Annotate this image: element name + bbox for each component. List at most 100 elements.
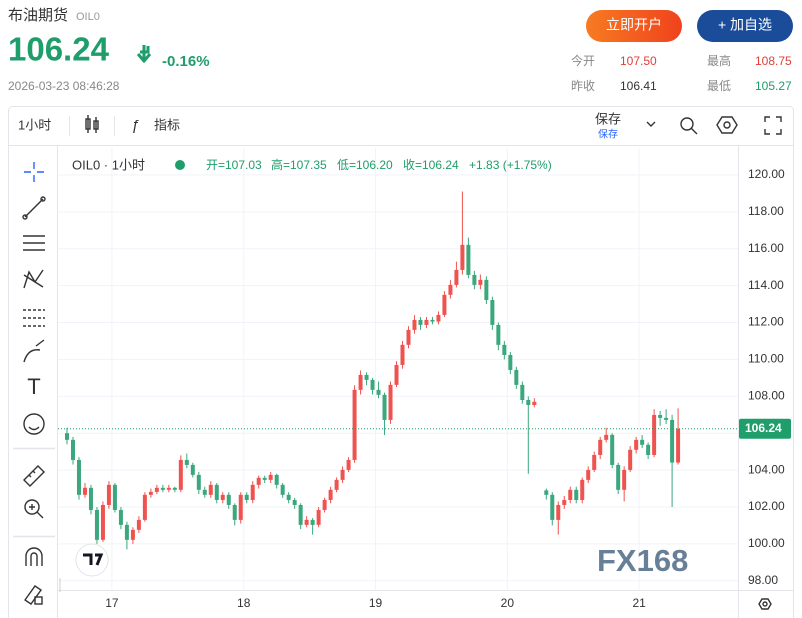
candle-body [262, 477, 267, 480]
open-account-button[interactable]: 立即开户 [586, 10, 682, 42]
candle-body [274, 474, 279, 485]
price: 106.24 [8, 31, 110, 68]
alert-icon[interactable] [680, 117, 698, 135]
watermark: FX168 [597, 543, 688, 578]
y-tick-label: 108.00 [748, 388, 785, 402]
candle-body [448, 284, 453, 295]
candle-body [406, 329, 411, 345]
drawing-tools[interactable]: T [13, 162, 55, 605]
y-tick-label: 100.00 [748, 536, 785, 550]
candle-body [550, 494, 555, 520]
candle-body [520, 384, 525, 400]
indicators[interactable]: 指标 [154, 117, 180, 132]
x-tick-label: 19 [369, 596, 383, 610]
change: -0.16% [162, 53, 210, 70]
legend-open: 开=107.03 [206, 158, 262, 172]
candle-body [196, 474, 201, 490]
y-tick-label: 104.00 [748, 462, 785, 476]
candle-body [472, 274, 477, 285]
stat-label: 最低 [707, 79, 731, 93]
candle-body [292, 499, 297, 505]
axis-settings[interactable] [758, 598, 772, 610]
candle-body [514, 369, 519, 385]
candle-body [238, 494, 243, 520]
candle-body [88, 487, 93, 510]
fullscreen-icon[interactable] [764, 116, 782, 135]
fx-icon[interactable]: ƒ [131, 117, 139, 134]
interval[interactable]: 1小时 [18, 117, 51, 132]
candle-body [634, 439, 639, 450]
candle-body [340, 469, 345, 480]
timestamp: 2026-03-23 08:46:28 [8, 79, 120, 93]
x-tick-label: 20 [501, 596, 515, 610]
candle-body [394, 364, 399, 385]
tv-logo [75, 543, 109, 577]
legend-low: 低=106.20 [337, 158, 393, 172]
candle-body [166, 487, 171, 490]
candle-body [286, 494, 291, 500]
stat-value: 107.50 [620, 54, 657, 68]
candle-body [76, 459, 81, 495]
candle-body [400, 344, 405, 365]
candle-type-icon[interactable] [85, 115, 99, 133]
candle-body [208, 484, 213, 495]
plot: 98.00100.00102.00104.00106.00108.00110.0… [58, 148, 791, 610]
status-dot [175, 160, 185, 170]
candle-body [310, 519, 315, 525]
candle-body [100, 504, 105, 540]
svg-text:T: T [27, 374, 40, 399]
candle-body [328, 489, 333, 500]
stat-value: 105.27 [755, 79, 792, 93]
candle-body [646, 444, 651, 455]
add-watch-button[interactable]: + 加自选 [697, 10, 793, 42]
candle-body [430, 319, 435, 322]
candle-body [484, 279, 489, 301]
candle-body [202, 489, 207, 495]
legend-high: 高=107.35 [271, 157, 327, 172]
candle-body [628, 449, 633, 470]
candle-body [436, 314, 441, 322]
settings-icon[interactable] [716, 116, 738, 134]
chevron[interactable] [646, 121, 656, 127]
candle-body [652, 414, 657, 455]
candle-body [526, 399, 531, 405]
candle-body [412, 319, 417, 330]
candle-body [136, 519, 141, 530]
candle-body [64, 433, 69, 440]
save-sub: 保存 [598, 128, 618, 141]
y-tick-label: 102.00 [748, 499, 785, 513]
candle-body [244, 494, 249, 500]
x-tick-label: 18 [237, 596, 251, 610]
candle-body [604, 434, 609, 440]
candle-body [70, 439, 75, 460]
candle-body [562, 499, 567, 505]
candle-body [352, 389, 357, 460]
candle-body [220, 494, 225, 500]
legend-change: +1.83 (+1.75%) [469, 158, 552, 172]
code: OIL0 [76, 11, 100, 23]
candle-body [124, 524, 129, 540]
save[interactable]: 保存 [595, 111, 621, 126]
stat-value: 106.41 [620, 79, 657, 93]
candle-body [496, 324, 501, 345]
candle-body [676, 428, 681, 463]
candle-body [490, 300, 495, 325]
candle-body [418, 319, 423, 325]
x-tick-label: 21 [632, 596, 646, 610]
candle-body [280, 484, 285, 495]
settings-icon-dot [723, 121, 731, 129]
candle-body [622, 469, 627, 490]
candle-body [172, 487, 177, 490]
candle-body [586, 469, 591, 480]
candle-body [532, 401, 537, 405]
candle-body [640, 439, 645, 445]
candle-body [382, 394, 387, 420]
candle-body [82, 487, 87, 495]
candle-body [376, 389, 381, 395]
candle-body [478, 279, 483, 285]
candle-body [298, 504, 303, 525]
x-tick-label: 17 [105, 596, 119, 610]
candle-body [160, 487, 165, 490]
button-label: 立即开户 [606, 17, 662, 33]
